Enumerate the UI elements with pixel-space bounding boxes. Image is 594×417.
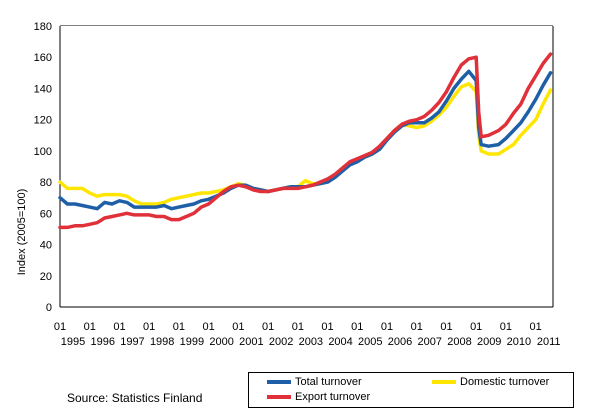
plot-frame — [59, 26, 554, 308]
y-tick-label: 60 — [40, 208, 52, 220]
legend-swatch-domestic — [432, 380, 456, 384]
y-tick-label: 100 — [34, 146, 52, 158]
plot-area — [60, 26, 553, 307]
x-tick-year: 2011 — [537, 336, 561, 348]
x-axis: 01 1995 01 1996 01 1997 01 1998 01 1999 01 2000 01 20… — [54, 321, 561, 348]
x-tick-year: 2006 — [388, 336, 412, 348]
x-tick-year: 2007 — [418, 336, 442, 348]
x-tick-month: 01 — [232, 321, 244, 333]
x-tick-month: 01 — [203, 321, 215, 333]
x-tick-month: 01 — [470, 321, 482, 333]
legend-swatch-total — [267, 380, 291, 384]
legend-item-export: Export turnover — [267, 391, 370, 403]
x-tick-month: 01 — [351, 321, 363, 333]
x-tick-year: 2002 — [269, 336, 293, 348]
x-tick-month: 01 — [411, 321, 423, 333]
y-tick-label: 180 — [34, 21, 52, 33]
x-tick-year: 2009 — [477, 336, 501, 348]
x-tick-month: 01 — [54, 321, 66, 333]
series-lines — [58, 52, 553, 230]
legend-label-export: Export turnover — [295, 391, 371, 403]
x-tick-year: 1996 — [90, 336, 114, 348]
y-tick-label: 20 — [40, 271, 52, 283]
y-axis-title: Index (2005=100) — [16, 189, 28, 276]
x-tick-year: 2005 — [358, 336, 382, 348]
legend: Total turnover Domestic turnover Export … — [248, 372, 574, 408]
x-tick-year: 2008 — [447, 336, 471, 348]
series-line-export-turnover — [58, 52, 553, 230]
legend-swatch-export — [267, 395, 291, 399]
x-tick-month: 01 — [530, 321, 542, 333]
x-tick-month: 01 — [381, 321, 393, 333]
x-tick-month: 01 — [440, 321, 452, 333]
x-tick-year: 2004 — [328, 336, 352, 348]
x-tick-month: 01 — [262, 321, 274, 333]
x-tick-month: 01 — [500, 321, 512, 333]
legend-item-domestic: Domestic turnover — [432, 376, 549, 388]
y-tick-label: 120 — [34, 115, 52, 127]
x-tick-month: 01 — [292, 321, 304, 333]
x-tick-month: 01 — [173, 321, 185, 333]
x-tick-year: 1995 — [61, 336, 85, 348]
x-tick-month: 01 — [143, 321, 155, 333]
x-tick-year: 2010 — [507, 336, 531, 348]
source-note: Source: Statistics Finland — [67, 391, 203, 405]
x-tick-year: 2000 — [209, 336, 233, 348]
x-tick-year: 2003 — [299, 336, 323, 348]
x-tick-month: 01 — [84, 321, 96, 333]
x-tick-month: 01 — [321, 321, 333, 333]
y-axis: 0 20 40 60 80 100 120 140 160 180 — [34, 21, 52, 314]
legend-label-domestic: Domestic turnover — [460, 376, 550, 388]
x-tick-year: 1998 — [150, 336, 174, 348]
x-tick-year: 2001 — [239, 336, 263, 348]
legend-item-total: Total turnover — [267, 376, 362, 388]
legend-label-total: Total turnover — [295, 376, 362, 388]
x-tick-year: 1999 — [180, 336, 204, 348]
y-tick-label: 0 — [46, 302, 52, 314]
y-tick-label: 40 — [40, 240, 52, 252]
y-tick-label: 140 — [34, 83, 52, 95]
x-tick-year: 1997 — [120, 336, 144, 348]
y-tick-label: 80 — [40, 177, 52, 189]
y-tick-label: 160 — [34, 52, 52, 64]
x-tick-month: 01 — [113, 321, 125, 333]
